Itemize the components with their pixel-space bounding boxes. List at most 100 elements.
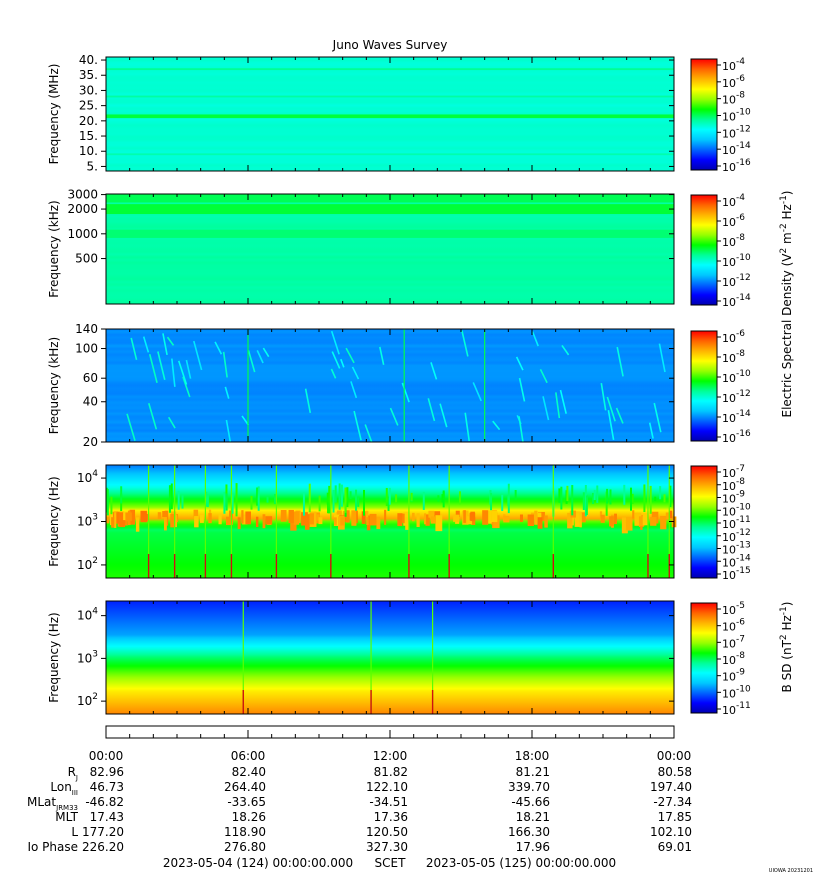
colorbar-tick-label: 10-6	[722, 329, 745, 345]
emission-blob	[262, 514, 266, 529]
ephemeris-value: 102.10	[650, 825, 692, 839]
y-tick-label: 104	[77, 469, 98, 485]
y-tick-label: 104	[77, 607, 98, 623]
time-tick-label: 00:00	[89, 749, 124, 763]
y-axis-label: Frequency (Hz)	[47, 612, 61, 703]
burst-streak	[353, 410, 362, 441]
burst-streak	[515, 356, 524, 371]
ephemeris-value: 46.73	[90, 780, 124, 794]
ephemeris-value: 82.96	[90, 765, 124, 779]
colorbar-tick-label: 10-11	[722, 701, 751, 717]
burst-streak	[177, 360, 188, 385]
emission-blob	[199, 514, 204, 523]
y-axis-label: Frequency (kHz)	[47, 337, 61, 434]
emission-blob	[416, 513, 420, 527]
emission-blob	[609, 516, 614, 527]
emission-blob	[226, 516, 233, 526]
magnetic-colorbar-title: B SD (nT2 Hz-1)	[779, 602, 794, 693]
burst-streak	[518, 377, 526, 402]
burst-streak	[464, 412, 470, 442]
burst-streak	[167, 416, 176, 429]
colorbar-tick-label: 10-10	[722, 684, 751, 700]
burst-streak	[224, 386, 230, 399]
burst-streak	[350, 381, 358, 399]
emission-blob	[488, 510, 492, 524]
colorbar-tick-label: 10-6	[722, 618, 745, 634]
emission-blob	[538, 511, 545, 521]
time-tick-label: 06:00	[231, 749, 266, 763]
spectrogram-image	[106, 601, 674, 714]
colorbar-tick-label: 10-8	[722, 651, 745, 667]
y-tick-label: 5.	[87, 159, 98, 173]
y-tick-label: 25.	[79, 99, 98, 113]
emission-blob	[173, 514, 178, 528]
emission-blob	[428, 510, 435, 518]
emission-blob	[315, 514, 320, 521]
ephemeris-value: 118.90	[224, 825, 266, 839]
emission-blob	[127, 510, 131, 526]
emission-blob	[600, 514, 605, 523]
y-axis-label: Frequency (kHz)	[47, 200, 61, 297]
ephemeris-label: MLatJRM33	[27, 795, 78, 812]
emission-blob	[621, 517, 628, 534]
y-tick-label: 40.	[79, 53, 98, 67]
y-tick-label: 3000	[67, 188, 98, 202]
footer-scet: SCET	[375, 856, 407, 870]
colorbar-tick-label: 10-14	[722, 293, 751, 309]
y-tick-label: 103	[77, 513, 98, 529]
emission-blob	[527, 514, 534, 526]
spectrogram-image	[106, 57, 674, 171]
emission-blob	[430, 516, 436, 524]
colorbar-tick-label: 10-5	[722, 601, 745, 617]
y-tick-label: 60	[83, 371, 98, 385]
burst-streak	[439, 403, 448, 428]
emission-blob	[162, 511, 168, 518]
emission-blob	[111, 517, 115, 528]
burst-streak	[542, 396, 550, 421]
colorbar-scale	[690, 194, 718, 306]
emission-blob	[614, 513, 617, 525]
emission-blob	[290, 516, 297, 531]
colorbar-tick-label: 10-10	[722, 369, 751, 385]
colorbar-scale	[690, 602, 718, 714]
ephemeris-value: -33.65	[227, 795, 266, 809]
burst-streak	[518, 416, 524, 443]
burst-streak	[430, 362, 438, 380]
colorbar-scale	[690, 465, 718, 579]
burst-streak	[606, 396, 616, 422]
emission-blob	[435, 515, 443, 532]
ephemeris-value: 166.30	[508, 825, 550, 839]
colorbar-tick-label: 10-15	[722, 566, 751, 582]
emission-blob	[366, 517, 369, 525]
emission-blob	[578, 512, 586, 523]
colorbar-tick-label: 10-8	[722, 91, 745, 107]
burst-streak	[427, 398, 436, 422]
emission-blob	[318, 517, 323, 525]
ephemeris-label: Io Phase	[27, 840, 78, 854]
colorbar-tick-label: 10-9	[722, 490, 745, 506]
burst-streak	[256, 350, 264, 364]
ephemeris-value: 18.21	[516, 810, 550, 824]
burst-streak	[193, 340, 203, 371]
footer-start: 2023-05-04 (124) 00:00:00.000	[163, 856, 353, 870]
colorbar-tick-label: 10-11	[722, 515, 751, 531]
colorbar-tick-label: 10-16	[722, 158, 751, 174]
emission-blob	[135, 517, 140, 532]
emission-band	[106, 229, 674, 238]
emission-blob	[255, 516, 259, 527]
burst-streak	[492, 420, 501, 431]
burst-streak	[472, 382, 482, 402]
emission-blob	[304, 514, 310, 530]
emission-blob	[365, 510, 369, 520]
burst-streak	[559, 389, 567, 414]
emission-band	[106, 114, 674, 119]
ephemeris-value: 264.40	[224, 780, 266, 794]
colorbar-tick-label: 10-10	[722, 502, 751, 518]
emission-band	[106, 95, 674, 98]
emission-blob	[660, 515, 667, 530]
emission-blob	[333, 514, 340, 526]
emission-blob	[170, 513, 175, 528]
emission-blob	[106, 516, 110, 524]
emission-blob	[567, 512, 573, 529]
